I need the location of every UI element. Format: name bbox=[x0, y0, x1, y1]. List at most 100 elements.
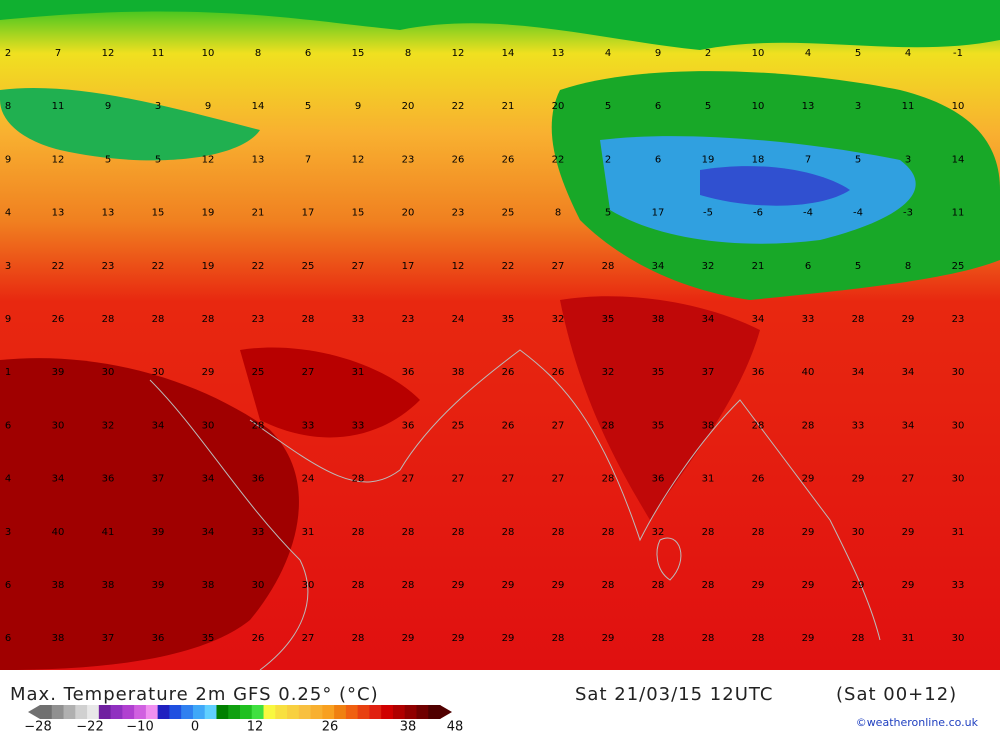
temperature-label: 12 bbox=[52, 154, 65, 165]
temperature-label: 7 bbox=[305, 154, 311, 165]
temperature-label: 15 bbox=[352, 48, 365, 59]
temperature-label: 6 bbox=[5, 633, 11, 644]
temperature-label: 28 bbox=[802, 420, 815, 431]
temperature-label: 10 bbox=[202, 48, 215, 59]
temperature-label: 11 bbox=[152, 48, 165, 59]
temperature-label: 29 bbox=[402, 633, 415, 644]
temperature-label: 38 bbox=[52, 580, 65, 591]
temperature-label: 6 bbox=[5, 580, 11, 591]
temperature-label: 28 bbox=[152, 314, 165, 325]
temperature-label: 29 bbox=[902, 314, 915, 325]
temperature-label: 36 bbox=[752, 367, 765, 378]
temperature-label: 3 bbox=[5, 527, 11, 538]
temperature-label: 2 bbox=[605, 154, 611, 165]
temperature-label: 21 bbox=[502, 101, 515, 112]
temperature-label: 30 bbox=[852, 527, 865, 538]
temperature-label: 28 bbox=[602, 261, 615, 272]
temperature-label: -4 bbox=[803, 208, 813, 219]
temperature-label: 6 bbox=[655, 154, 661, 165]
forecast-step: (Sat 00+12) bbox=[836, 684, 957, 705]
temperature-label: 4 bbox=[605, 48, 611, 59]
temperature-label: 3 bbox=[905, 154, 911, 165]
colorbar-tick-label: −28 bbox=[24, 720, 51, 733]
temperature-label: 28 bbox=[102, 314, 115, 325]
temperature-label: 9 bbox=[355, 101, 361, 112]
colorbar-swatch bbox=[334, 705, 347, 719]
temperature-label: 20 bbox=[402, 101, 415, 112]
temperature-label: 29 bbox=[802, 474, 815, 485]
temperature-label: 34 bbox=[702, 314, 715, 325]
temperature-label: 29 bbox=[502, 580, 515, 591]
temperature-label: 10 bbox=[752, 101, 765, 112]
temperature-label: 28 bbox=[702, 580, 715, 591]
colorbar-swatch bbox=[369, 705, 382, 719]
temperature-label: 23 bbox=[952, 314, 965, 325]
temperature-label: 8 bbox=[405, 48, 411, 59]
temperature-label: 19 bbox=[202, 208, 215, 219]
temperature-label: 6 bbox=[305, 48, 311, 59]
temperature-label: 15 bbox=[352, 208, 365, 219]
temperature-label: 30 bbox=[52, 420, 65, 431]
footer: Max. Temperature 2m GFS 0.25° (°C) Sat 2… bbox=[0, 670, 1000, 733]
temperature-label: 4 bbox=[5, 208, 11, 219]
temperature-label: 3 bbox=[155, 101, 161, 112]
temperature-label: 22 bbox=[52, 261, 65, 272]
temperature-label: -5 bbox=[703, 208, 713, 219]
temperature-label: 27 bbox=[402, 474, 415, 485]
temperature-label: 28 bbox=[752, 420, 765, 431]
credit[interactable]: ©weatheronline.co.uk bbox=[856, 716, 979, 729]
temperature-label: 26 bbox=[252, 633, 265, 644]
temperature-label: 34 bbox=[652, 261, 665, 272]
temperature-label: 29 bbox=[802, 633, 815, 644]
temperature-labels: 2 7 12 11 10 8 6 15 8 12 14 13 4 9 2 10 4 5 4 -18 11 9 3 9 14 5 9 2… bbox=[5, 48, 965, 644]
colorbar-tick-label: 26 bbox=[322, 720, 339, 733]
temperature-label: 35 bbox=[502, 314, 515, 325]
colorbar-swatch bbox=[87, 705, 100, 719]
temperature-label: 28 bbox=[652, 580, 665, 591]
temperature-label: 28 bbox=[202, 314, 215, 325]
temperature-label: 26 bbox=[502, 154, 515, 165]
temperature-label: 28 bbox=[352, 580, 365, 591]
colorbar-swatch bbox=[357, 705, 370, 719]
temperature-label: 5 bbox=[855, 48, 861, 59]
temperature-label: 21 bbox=[252, 208, 265, 219]
temperature-label: 30 bbox=[952, 633, 965, 644]
temperature-label: 29 bbox=[752, 580, 765, 591]
colorbar-swatch bbox=[310, 705, 323, 719]
temperature-label: 23 bbox=[452, 208, 465, 219]
temperature-label: 34 bbox=[202, 474, 215, 485]
colorbar-swatch bbox=[63, 705, 76, 719]
temperature-label: 28 bbox=[602, 474, 615, 485]
temperature-label: 29 bbox=[902, 527, 915, 538]
colorbar-swatch bbox=[157, 705, 170, 719]
temperature-label: 29 bbox=[552, 580, 565, 591]
temperature-label: 32 bbox=[552, 314, 565, 325]
temperature-label: 9 bbox=[655, 48, 661, 59]
temperature-label: 5 bbox=[855, 154, 861, 165]
temperature-label: 26 bbox=[752, 474, 765, 485]
temperature-label: 19 bbox=[202, 261, 215, 272]
temperature-label: 33 bbox=[802, 314, 815, 325]
colorbar-arrow-right bbox=[440, 705, 452, 719]
temperature-label: 30 bbox=[952, 420, 965, 431]
temperature-label: 12 bbox=[102, 48, 115, 59]
temperature-label: 37 bbox=[702, 367, 715, 378]
colorbar-swatch bbox=[110, 705, 123, 719]
temperature-label: 12 bbox=[352, 154, 365, 165]
colorbar-swatch bbox=[240, 705, 253, 719]
temperature-label: 28 bbox=[702, 633, 715, 644]
temperature-label: 28 bbox=[852, 633, 865, 644]
temperature-label: 9 bbox=[5, 154, 11, 165]
temperature-label: 4 bbox=[805, 48, 811, 59]
temperature-label: 27 bbox=[552, 474, 565, 485]
colorbar-swatch bbox=[263, 705, 276, 719]
colorbar-arrow-left bbox=[28, 705, 40, 719]
temperature-label: 29 bbox=[452, 580, 465, 591]
temperature-label: 13 bbox=[802, 101, 815, 112]
temperature-label: 27 bbox=[302, 367, 315, 378]
temperature-label: 21 bbox=[752, 261, 765, 272]
temperature-label: 30 bbox=[952, 474, 965, 485]
temperature-label: 27 bbox=[302, 633, 315, 644]
temperature-label: 5 bbox=[605, 101, 611, 112]
temperature-label: 40 bbox=[52, 527, 65, 538]
